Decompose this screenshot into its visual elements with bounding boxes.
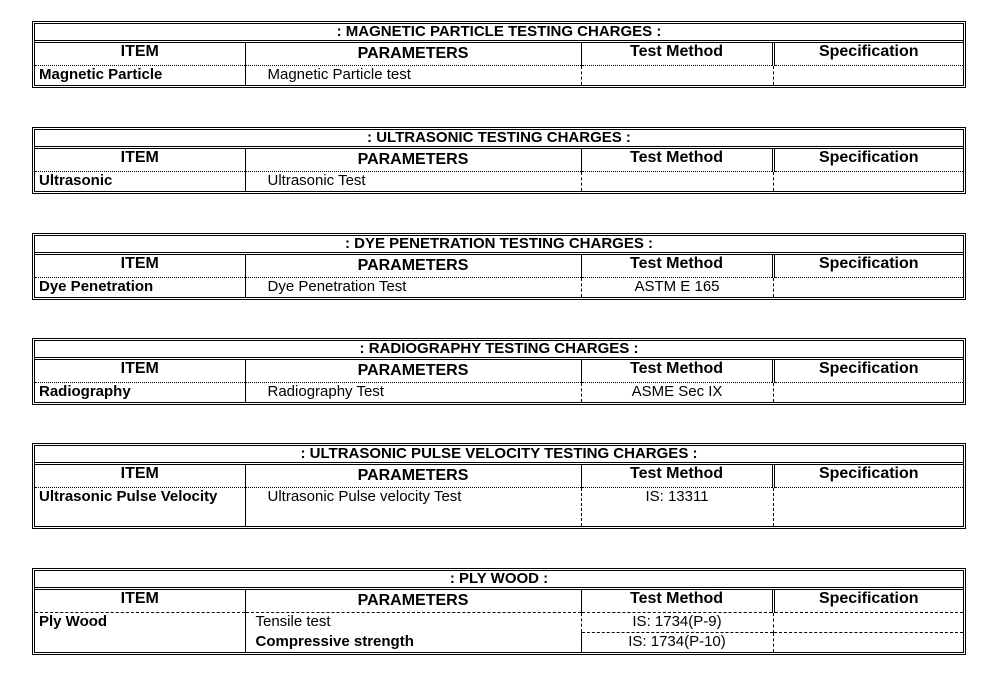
header-test-method: Test Method bbox=[581, 588, 775, 613]
charges-table: : RADIOGRAPHY TESTING CHARGES : ITEM PARA… bbox=[32, 338, 966, 405]
parameter-cell: Ultrasonic Test bbox=[245, 171, 582, 191]
header-parameters: PARAMETERS bbox=[245, 147, 582, 172]
header-test-method: Test Method bbox=[581, 41, 775, 66]
test-method-cell bbox=[581, 171, 774, 191]
header-item: ITEM bbox=[35, 358, 246, 383]
test-method-cell: IS: 13311 bbox=[581, 487, 774, 526]
header-item: ITEM bbox=[35, 41, 246, 66]
charges-table: : PLY WOOD : ITEM PARAMETERS Test Method Sp… bbox=[32, 568, 966, 655]
specification-cell bbox=[773, 613, 963, 633]
parameter-cell: Dye Penetration Test bbox=[245, 277, 582, 297]
specification-cell bbox=[773, 488, 963, 527]
specification-cell bbox=[773, 172, 963, 192]
test-method-cell: ASTM E 165 bbox=[581, 277, 774, 297]
header-specification: Specification bbox=[818, 255, 919, 272]
item-cell: Dye Penetration bbox=[35, 277, 246, 297]
header-test-method: Test Method bbox=[581, 463, 775, 488]
test-method-cell: IS: 1734(P-10) bbox=[581, 632, 774, 652]
item-cell: Ply Wood bbox=[35, 612, 246, 652]
item-cell: Magnetic Particle bbox=[35, 65, 246, 85]
charges-table: : ULTRASONIC TESTING CHARGES : ITEM PARAM… bbox=[32, 127, 966, 194]
header-parameters: PARAMETERS bbox=[245, 463, 582, 488]
header-item: ITEM bbox=[35, 588, 246, 613]
parameter-cell: Tensile test bbox=[245, 612, 582, 633]
header-test-method: Test Method bbox=[581, 253, 775, 278]
header-item: ITEM bbox=[35, 463, 246, 488]
header-specification: Specification bbox=[818, 149, 919, 166]
parameter-cell: Radiography Test bbox=[245, 382, 582, 402]
item-cell: Ultrasonic Pulse Velocity bbox=[35, 487, 246, 526]
header-specification: Specification bbox=[818, 590, 919, 607]
table-title: : ULTRASONIC TESTING CHARGES : bbox=[35, 130, 963, 149]
specification-cell bbox=[773, 632, 963, 652]
header-test-method: Test Method bbox=[581, 147, 775, 172]
header-parameters: PARAMETERS bbox=[245, 41, 582, 66]
header-specification: Specification bbox=[818, 465, 919, 482]
parameter-cell: Compressive strength bbox=[245, 632, 582, 652]
header-item: ITEM bbox=[35, 253, 246, 278]
header-specification: Specification bbox=[818, 360, 919, 377]
charges-table: : ULTRASONIC PULSE VELOCITY TESTING CHAR… bbox=[32, 443, 966, 529]
test-method-cell bbox=[581, 65, 774, 85]
table-title: : ULTRASONIC PULSE VELOCITY TESTING CHAR… bbox=[35, 446, 963, 465]
header-parameters: PARAMETERS bbox=[245, 358, 582, 383]
header-parameters: PARAMETERS bbox=[245, 588, 582, 613]
test-method-cell: IS: 1734(P-9) bbox=[581, 612, 774, 633]
specification-cell bbox=[773, 383, 963, 403]
header-test-method: Test Method bbox=[581, 358, 775, 383]
header-item: ITEM bbox=[35, 147, 246, 172]
table-title: : PLY WOOD : bbox=[35, 571, 963, 590]
charges-table: : DYE PENETRATION TESTING CHARGES : ITEM… bbox=[32, 233, 966, 300]
item-cell: Ultrasonic bbox=[35, 171, 246, 191]
specification-cell bbox=[773, 278, 963, 298]
header-parameters: PARAMETERS bbox=[245, 253, 582, 278]
test-method-cell: ASME Sec IX bbox=[581, 382, 774, 402]
charges-table: : MAGNETIC PARTICLE TESTING CHARGES : IT… bbox=[32, 21, 966, 88]
header-specification: Specification bbox=[818, 43, 919, 60]
item-cell: Radiography bbox=[35, 382, 246, 402]
table-title: : RADIOGRAPHY TESTING CHARGES : bbox=[35, 341, 963, 360]
table-title: : MAGNETIC PARTICLE TESTING CHARGES : bbox=[35, 24, 963, 43]
table-title: : DYE PENETRATION TESTING CHARGES : bbox=[35, 236, 963, 255]
specification-cell bbox=[773, 66, 963, 86]
parameter-cell: Ultrasonic Pulse velocity Test bbox=[245, 487, 582, 526]
parameter-cell: Magnetic Particle test bbox=[245, 65, 582, 85]
